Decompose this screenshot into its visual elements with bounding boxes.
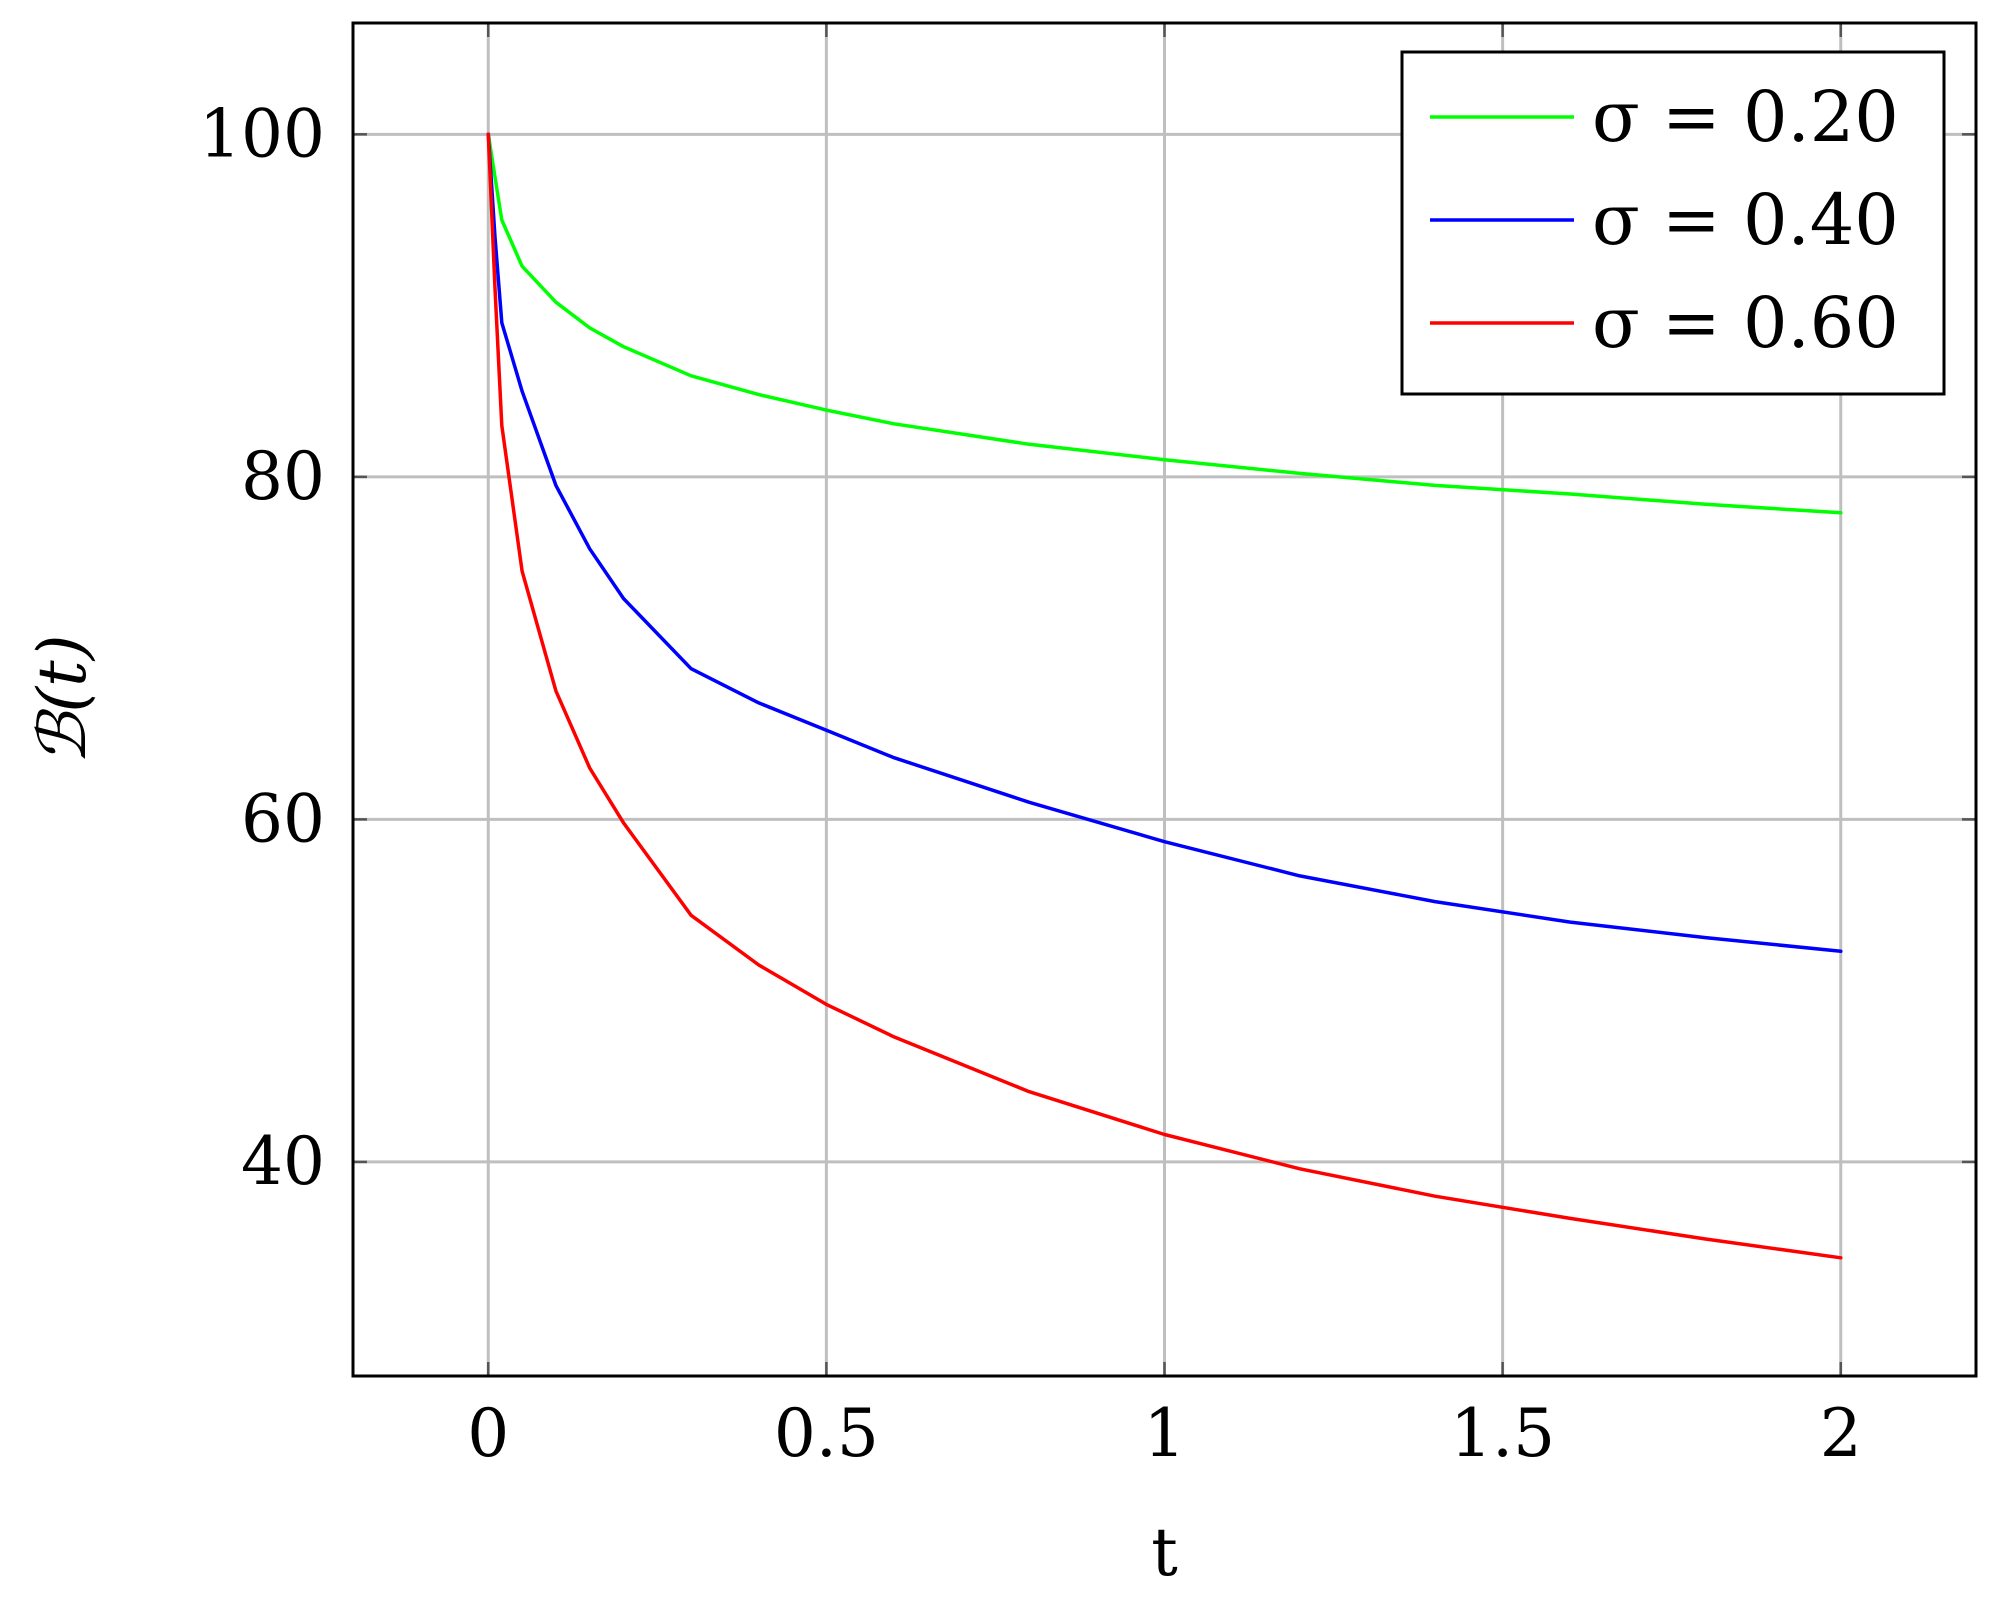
plot-frame: [351, 21, 1978, 1378]
legend-label-3: σ = 0.60: [1592, 282, 1899, 364]
series-line-2: [486, 132, 1843, 954]
x-axis-title: t: [1151, 1514, 1178, 1591]
legend-label-1: σ = 0.20: [1592, 76, 1899, 158]
y-tick-label: 60: [241, 780, 325, 857]
y-axis-title: ℬ(t): [24, 635, 101, 765]
legend-items: σ = 0.20 σ = 0.40 σ = 0.60: [1430, 76, 1899, 364]
axis-ticks: 0 0.5 1 1.5 2 40 60 80 100: [199, 23, 1976, 1472]
y-tick-label: 80: [241, 438, 325, 515]
x-tick-label: 2: [1820, 1395, 1862, 1472]
x-tick-label: 0.5: [774, 1395, 879, 1472]
legend: σ = 0.20 σ = 0.40 σ = 0.60: [1400, 50, 1946, 396]
x-tick-label: 1.5: [1450, 1395, 1555, 1472]
series-lines: [486, 132, 1843, 1260]
series-line-3: [486, 132, 1843, 1260]
legend-box: [1400, 50, 1946, 396]
x-tick-label: 0: [467, 1395, 509, 1472]
x-tick-label: 1: [1144, 1395, 1186, 1472]
legend-label-2: σ = 0.40: [1592, 179, 1899, 261]
y-tick-label: 40: [241, 1123, 325, 1200]
y-tick-label: 100: [199, 95, 325, 172]
series-line-1: [486, 132, 1843, 515]
